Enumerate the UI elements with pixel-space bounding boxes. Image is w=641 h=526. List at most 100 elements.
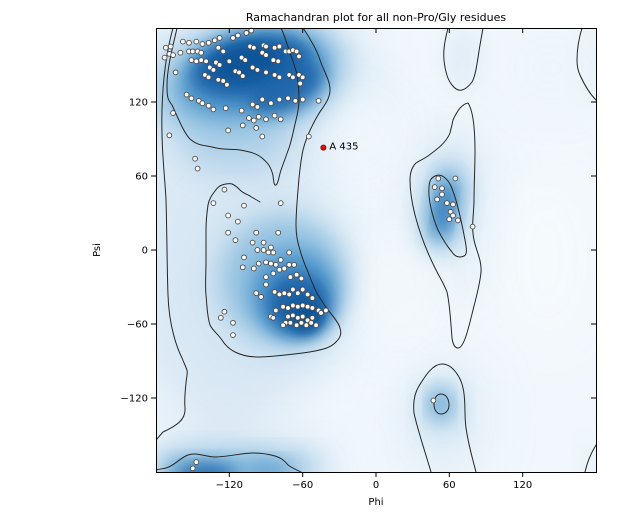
residue-point bbox=[285, 95, 291, 102]
residue-point bbox=[276, 266, 283, 273]
residue-point bbox=[162, 44, 169, 51]
residue-point bbox=[263, 43, 269, 50]
residue-point bbox=[243, 30, 250, 36]
residue-point bbox=[271, 72, 278, 78]
residue-point bbox=[304, 291, 311, 298]
contour-line bbox=[166, 28, 300, 186]
residue-point bbox=[198, 49, 205, 56]
residue-point bbox=[199, 100, 206, 107]
residue-point bbox=[253, 229, 260, 236]
residue-point bbox=[294, 314, 301, 321]
residue-point bbox=[444, 200, 450, 206]
residue-point bbox=[254, 104, 261, 110]
residue-point bbox=[198, 57, 205, 63]
residue-point bbox=[239, 122, 246, 129]
residue-point bbox=[230, 319, 236, 326]
residue-point bbox=[225, 212, 231, 219]
y-tick-label: 60 bbox=[135, 172, 148, 183]
residue-point bbox=[253, 290, 260, 297]
residue-point bbox=[275, 229, 282, 236]
residue-point bbox=[205, 39, 212, 46]
residue-point bbox=[285, 305, 291, 311]
residue-point bbox=[270, 270, 277, 277]
contour-line bbox=[428, 174, 467, 258]
residue-point bbox=[221, 308, 228, 315]
residue-point bbox=[199, 41, 206, 47]
density-blob bbox=[316, 78, 406, 188]
y-tick-label: −120 bbox=[121, 394, 148, 405]
residue-point bbox=[226, 58, 233, 65]
y-axis-label: Psi bbox=[92, 243, 103, 257]
residue-point bbox=[450, 212, 456, 219]
scatter-points bbox=[161, 27, 476, 472]
residue-point bbox=[298, 319, 305, 326]
residue-point bbox=[276, 96, 283, 103]
residue-point bbox=[217, 314, 224, 321]
y-tick-label: 120 bbox=[129, 98, 148, 109]
residue-point bbox=[224, 81, 230, 88]
residue-point bbox=[259, 133, 266, 140]
residue-point bbox=[287, 319, 294, 326]
residue-point bbox=[308, 319, 315, 326]
residue-point bbox=[210, 106, 217, 113]
residue-point bbox=[270, 57, 277, 63]
tick-labels: −120 −60 0 60 120 −120 −60 0 60 120 bbox=[121, 98, 533, 492]
residue-point bbox=[260, 247, 267, 253]
residue-point bbox=[188, 57, 195, 63]
residue-point bbox=[215, 76, 222, 83]
residue-point bbox=[271, 44, 278, 51]
outlier-marker: A 435 bbox=[320, 142, 359, 153]
contour-line bbox=[156, 452, 302, 472]
contour-line bbox=[413, 363, 477, 472]
contour-line bbox=[205, 28, 342, 358]
density-blob bbox=[496, 28, 596, 113]
residue-point bbox=[225, 127, 231, 134]
residue-point bbox=[271, 112, 278, 119]
density-layer bbox=[156, 28, 596, 472]
residue-point bbox=[280, 303, 286, 310]
residue-point bbox=[167, 43, 174, 50]
residue-point bbox=[232, 237, 239, 243]
residue-point bbox=[193, 58, 200, 65]
residue-point bbox=[210, 67, 217, 73]
residue-point bbox=[222, 105, 229, 112]
tick-marks bbox=[151, 28, 596, 477]
residue-point bbox=[249, 64, 256, 71]
outlier-point bbox=[320, 144, 327, 151]
residue-point bbox=[286, 291, 293, 298]
residue-point bbox=[235, 32, 241, 39]
residue-point bbox=[263, 52, 269, 58]
residue-point bbox=[161, 54, 168, 61]
residue-point bbox=[299, 74, 306, 81]
residue-point bbox=[276, 291, 283, 298]
residue-point bbox=[230, 332, 236, 338]
residue-point bbox=[205, 74, 212, 81]
residue-point bbox=[236, 69, 242, 76]
residue-point bbox=[255, 260, 262, 267]
residue-point bbox=[287, 274, 294, 280]
residue-point bbox=[263, 281, 269, 288]
residue-point bbox=[239, 264, 246, 271]
residue-point bbox=[276, 74, 283, 81]
x-axis-label: Phi bbox=[368, 497, 383, 508]
residue-point bbox=[280, 322, 286, 329]
residue-point bbox=[260, 239, 267, 246]
residue-point bbox=[296, 53, 302, 60]
residue-point bbox=[216, 35, 223, 41]
residue-point bbox=[268, 244, 274, 251]
density-blob bbox=[436, 186, 452, 234]
residue-point bbox=[254, 67, 261, 73]
residue-point bbox=[177, 49, 184, 56]
residue-point bbox=[242, 57, 249, 63]
residue-point bbox=[309, 295, 316, 301]
residue-point bbox=[285, 313, 291, 320]
residue-point bbox=[430, 397, 437, 404]
residue-point bbox=[192, 155, 198, 162]
residue-point bbox=[220, 78, 227, 84]
x-tick-label: −120 bbox=[216, 480, 243, 491]
residue-point bbox=[277, 200, 284, 206]
x-tick-label: 0 bbox=[373, 480, 379, 491]
residue-point bbox=[249, 239, 256, 246]
residue-point bbox=[286, 261, 293, 268]
residue-point bbox=[299, 313, 306, 320]
